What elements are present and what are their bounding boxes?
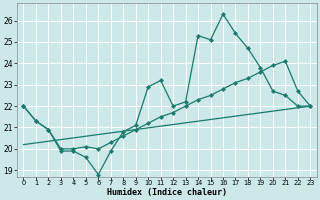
X-axis label: Humidex (Indice chaleur): Humidex (Indice chaleur) bbox=[107, 188, 227, 197]
